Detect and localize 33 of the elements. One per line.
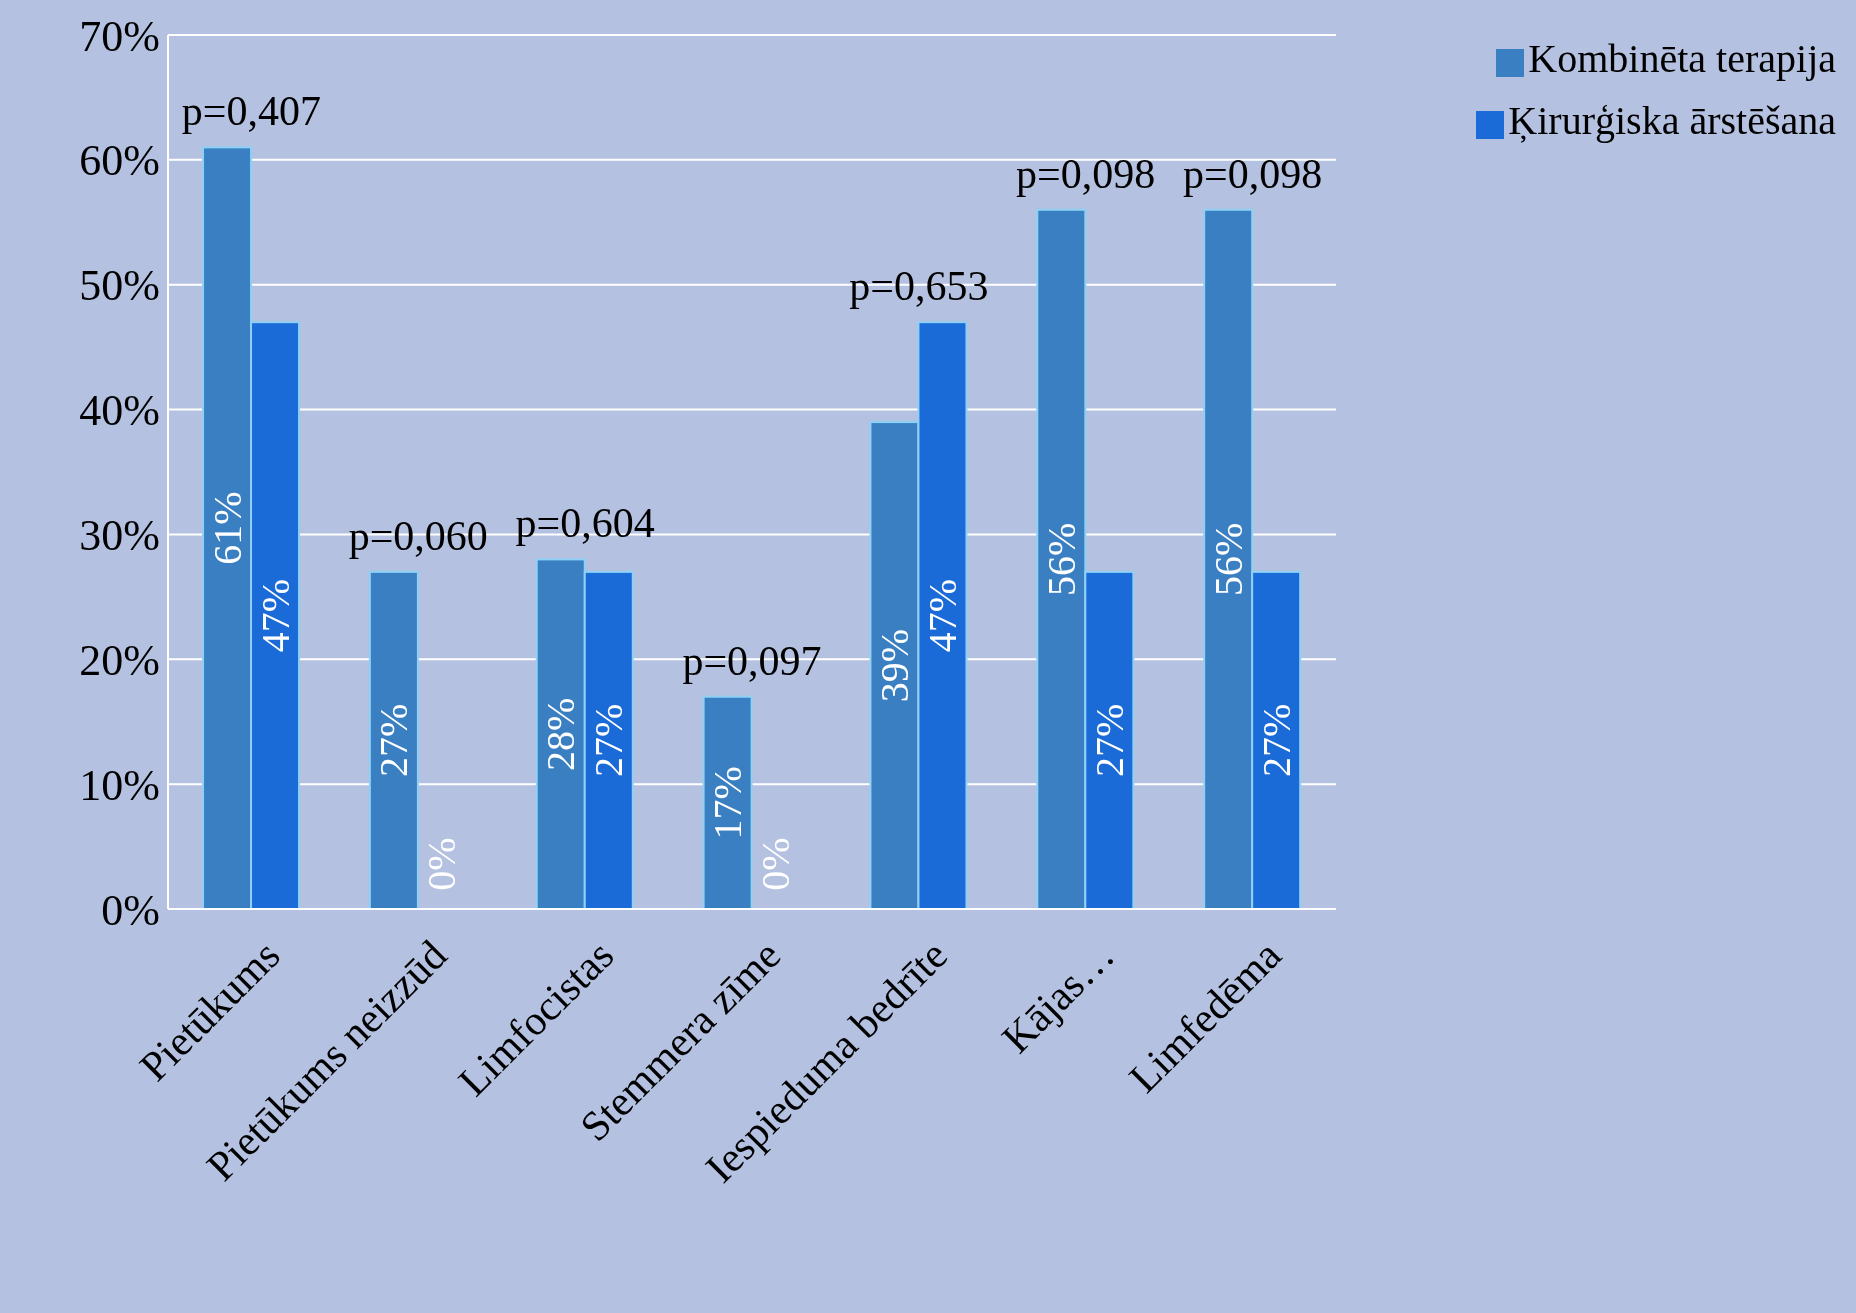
annotation: p=0,060 <box>348 512 488 559</box>
data-label: 61% <box>204 491 250 565</box>
annotation: p=0,097 <box>682 637 822 684</box>
data-label: 56% <box>1205 522 1251 597</box>
data-label: 27% <box>586 703 632 778</box>
y-tick-label: 10% <box>79 760 160 810</box>
y-tick-label: 40% <box>79 386 160 436</box>
annotation: p=0,407 <box>181 88 322 135</box>
data-label: 27% <box>1086 703 1132 778</box>
legend-label: Ķirurģiska ārstēšana <box>1508 98 1836 143</box>
annotation: p=0,098 <box>1016 150 1156 197</box>
y-tick-label: 70% <box>79 11 160 61</box>
data-label: 27% <box>371 703 417 778</box>
y-tick-label: 20% <box>79 635 160 685</box>
y-tick-label: 50% <box>79 261 160 311</box>
bar <box>702 695 753 909</box>
annotation: p=0,604 <box>515 500 655 547</box>
y-tick-label: 60% <box>79 136 160 186</box>
data-label: 56% <box>1038 522 1084 597</box>
data-label: 17% <box>705 766 751 840</box>
y-tick-label: 0% <box>101 885 160 935</box>
y-tick-label: 30% <box>79 511 160 561</box>
bar <box>368 570 419 909</box>
data-label: 27% <box>1253 703 1299 778</box>
data-label: 0% <box>419 837 465 891</box>
data-label: 47% <box>252 578 298 653</box>
data-label: 28% <box>538 697 584 771</box>
annotation: p=0,098 <box>1182 150 1323 197</box>
annotation: p=0,653 <box>849 263 989 310</box>
legend-label: Kombinēta terapija <box>1528 36 1836 81</box>
data-label: 47% <box>919 578 965 653</box>
data-label: 39% <box>871 628 917 703</box>
data-label: 0% <box>753 837 799 891</box>
